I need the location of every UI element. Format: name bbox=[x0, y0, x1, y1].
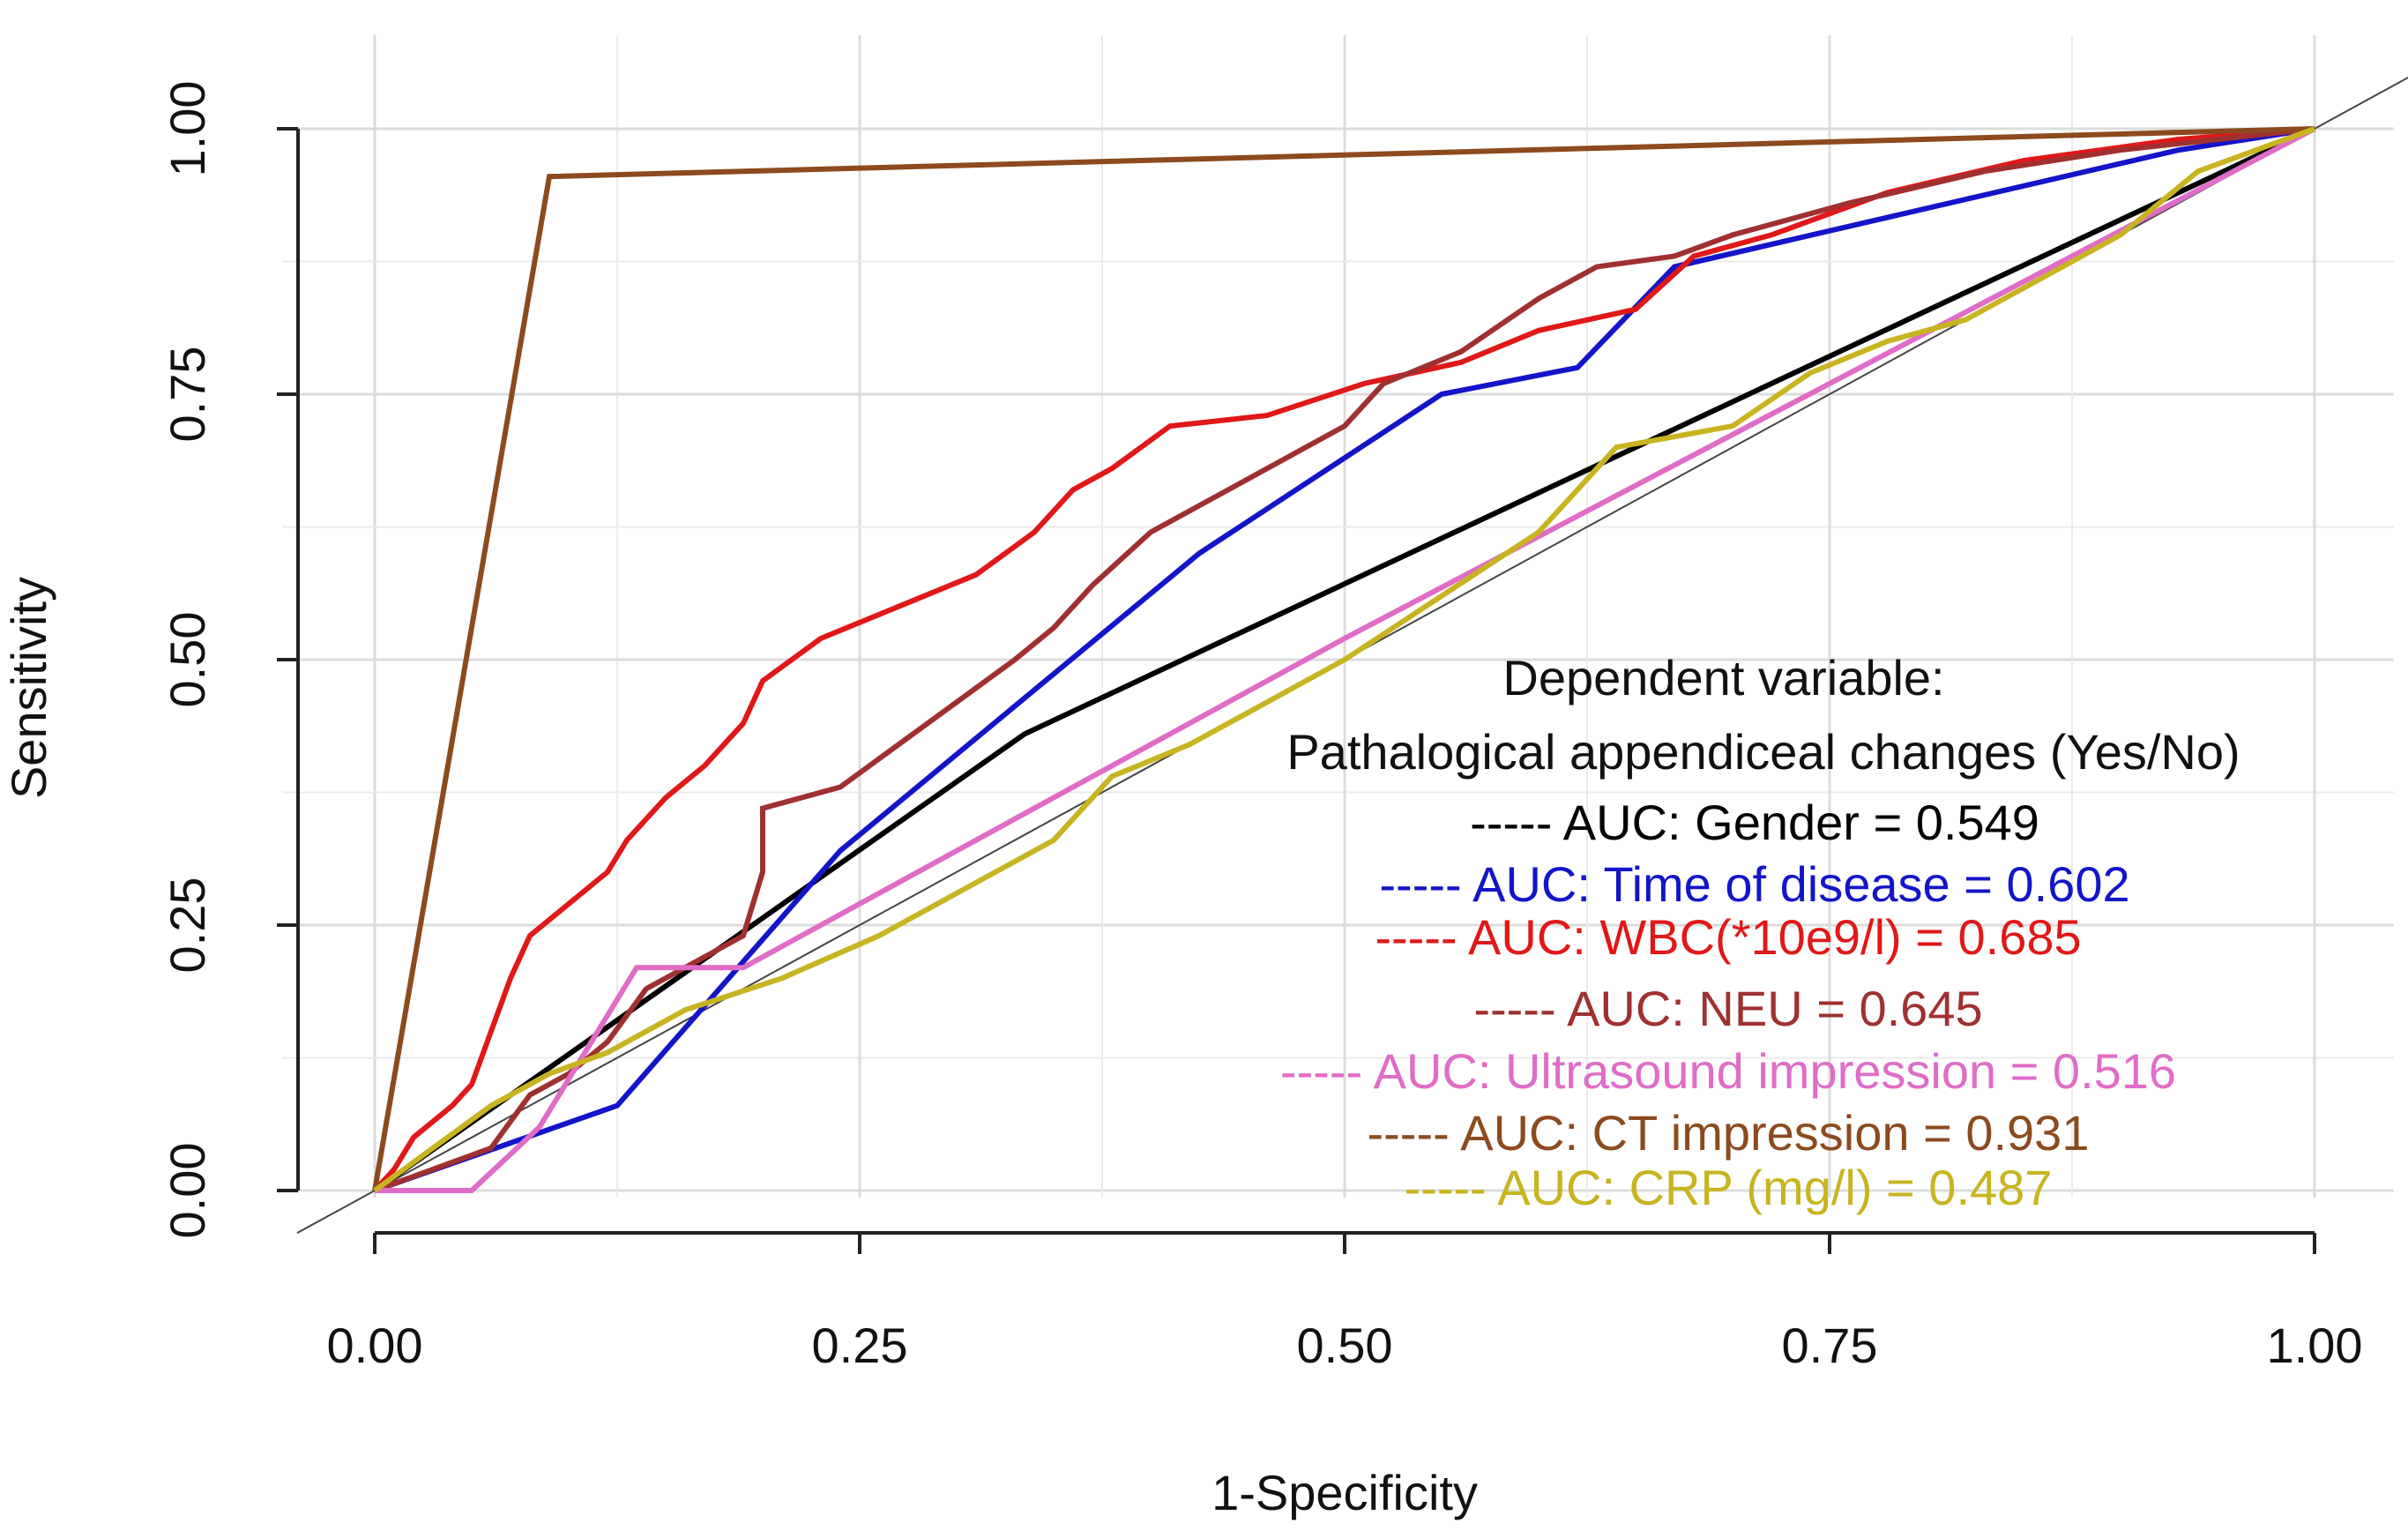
x-axis-title: 1-Specificity bbox=[1211, 1465, 1478, 1520]
y-tick-label: 0.50 bbox=[160, 612, 215, 708]
legend-entry-ct-impression: ----- AUC: CT impression = 0.931 bbox=[1368, 1105, 2090, 1161]
legend-title-line-1: Dependent variable: bbox=[1502, 650, 1944, 706]
legend-entry-gender: ----- AUC: Gender = 0.549 bbox=[1470, 795, 2039, 850]
x-tick-label: 1.00 bbox=[2267, 1318, 2363, 1373]
y-axis-title: Sensitivity bbox=[1, 577, 56, 799]
x-tick-label: 0.00 bbox=[327, 1318, 423, 1373]
y-tick-label: 0.25 bbox=[160, 877, 215, 974]
y-tick-label: 0.75 bbox=[160, 347, 215, 443]
series-line-neu bbox=[373, 126, 2315, 1193]
series-line-ct-impression bbox=[372, 126, 2315, 1191]
x-tick-label: 0.25 bbox=[812, 1318, 908, 1373]
legend-entry-neu: ----- AUC: NEU = 0.645 bbox=[1473, 981, 1982, 1036]
x-tick-label: 0.75 bbox=[1782, 1318, 1878, 1373]
legend-entry-time-of-disease: ----- AUC: Time of disease = 0.602 bbox=[1379, 856, 2129, 912]
series-line-time-of-disease bbox=[374, 126, 2315, 1193]
legend-title-line-2: Pathalogical appendiceal changes (Yes/No… bbox=[1286, 724, 2240, 780]
grid bbox=[282, 35, 2394, 1198]
legend-entry-ultrasound-impression: ----- AUC: Ultrasound impression = 0.516 bbox=[1280, 1043, 2176, 1099]
legend-entries: ----- AUC: Gender = 0.549 ----- AUC: Time… bbox=[1280, 795, 2176, 1215]
series-lines bbox=[372, 126, 2316, 1193]
series-line-wbc-10e9-l- bbox=[372, 126, 2315, 1193]
legend: Dependent variable: Pathalogical appendi… bbox=[1280, 650, 2240, 1215]
series-line-crp-mg-l- bbox=[373, 126, 2316, 1193]
y-tick-label: 1.00 bbox=[160, 81, 215, 177]
x-tick-label: 0.50 bbox=[1297, 1318, 1393, 1373]
y-tick-label: 0.00 bbox=[160, 1143, 215, 1239]
series-line-ultrasound-impression bbox=[375, 126, 2316, 1193]
axes: 0.00 0.25 0.50 0.75 1.00 0.00 0.25 0.50 0.75 1.00 bbox=[160, 81, 2363, 1374]
legend-entry-crp-mg-l-: ----- AUC: CRP (mg/l) = 0.487 bbox=[1405, 1160, 2053, 1215]
legend-entry-wbc-10e9-l-: ----- AUC: WBC(*10e9/l) = 0.685 bbox=[1375, 909, 2081, 965]
